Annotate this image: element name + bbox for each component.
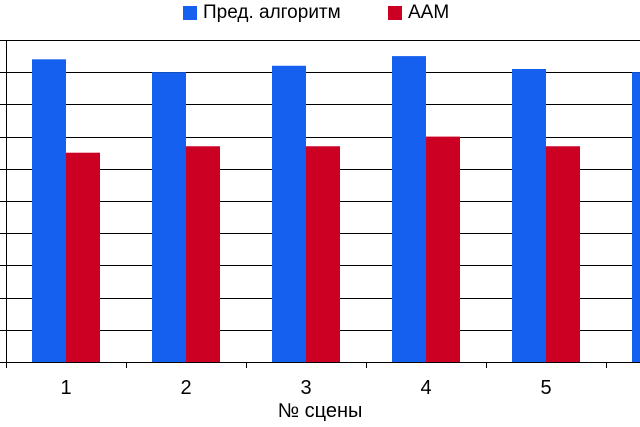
legend-item-series-2: AAM — [388, 2, 449, 24]
bar-series-1-cat-3 — [272, 65, 306, 362]
bars — [32, 56, 640, 362]
bar-series-2-cat-2 — [186, 146, 220, 362]
x-tick-label: 4 — [420, 377, 431, 399]
bar-series-2-cat-3 — [306, 146, 340, 362]
x-tick-label: 1 — [60, 377, 71, 399]
bar-series-1-cat-5 — [512, 68, 546, 362]
x-tick-labels: 123456 — [60, 377, 551, 399]
bar-series-1-cat-4 — [392, 56, 426, 362]
bar-series-2-cat-1 — [66, 152, 100, 362]
bar-series-1-cat-2 — [152, 72, 186, 362]
legend-swatch-series-2 — [388, 6, 402, 20]
legend: Пред. алгоритм AAM — [0, 0, 640, 26]
bar-series-2-cat-5 — [546, 146, 580, 362]
x-tick-label: 5 — [540, 377, 551, 399]
bar-series-2-cat-4 — [426, 136, 460, 362]
x-tick-label: 3 — [300, 377, 311, 399]
legend-label-series-1: Пред. алгоритм — [203, 2, 341, 23]
axes — [0, 40, 640, 368]
x-tick-label: 2 — [180, 377, 191, 399]
legend-swatch-series-1 — [183, 6, 197, 20]
x-axis-label: № сцены — [277, 400, 363, 422]
bar-series-1-cat-1 — [32, 59, 66, 362]
legend-label-series-2: AAM — [408, 2, 450, 23]
bar-series-1-cat-6 — [632, 72, 640, 362]
legend-item-series-1: Пред. алгоритм — [183, 2, 341, 24]
